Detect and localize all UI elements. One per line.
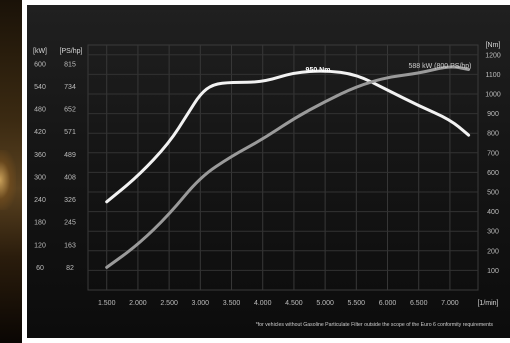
torque-series-label: 950 Nm bbox=[306, 67, 331, 74]
ps-tick-label: 652 bbox=[64, 107, 76, 114]
right-tick-label: 1200 bbox=[485, 52, 501, 59]
right-tick-label: 600 bbox=[487, 170, 499, 177]
x-tick-label: 3.500 bbox=[223, 300, 241, 307]
ps-tick-label: 82 bbox=[66, 265, 74, 272]
x-tick-label: 5.500 bbox=[348, 300, 366, 307]
x-tick-label: 7.000 bbox=[441, 300, 459, 307]
kw-tick-label: 240 bbox=[34, 197, 46, 204]
right-tick-label: 900 bbox=[487, 111, 499, 118]
chart-grid bbox=[87, 44, 479, 291]
kw-tick-label: 60 bbox=[36, 265, 44, 272]
kw-tick-label: 120 bbox=[34, 242, 46, 249]
kw-tick-label: 600 bbox=[34, 61, 46, 68]
chart-panel bbox=[27, 5, 510, 338]
series-line-torque bbox=[105, 69, 471, 204]
ps-axis-title: [PS/hp] bbox=[60, 48, 83, 55]
ps-tick-label: 571 bbox=[64, 129, 76, 136]
background-photo-highlight bbox=[0, 150, 16, 210]
chart-series bbox=[105, 65, 471, 269]
right-tick-label: 200 bbox=[487, 248, 499, 255]
kw-tick-label: 480 bbox=[34, 107, 46, 114]
right-tick-label: 700 bbox=[487, 150, 499, 157]
kw-tick-label: 360 bbox=[34, 152, 46, 159]
x-tick-label: 4.500 bbox=[285, 300, 303, 307]
ps-tick-label: 326 bbox=[64, 197, 76, 204]
x-tick-label: 3.000 bbox=[192, 300, 210, 307]
right-tick-label: 500 bbox=[487, 190, 499, 197]
right-axis-title: [Nm] bbox=[486, 42, 501, 49]
x-tick-label: 2.500 bbox=[160, 300, 178, 307]
right-tick-label: 1100 bbox=[485, 72, 500, 79]
kw-tick-label: 540 bbox=[34, 84, 46, 91]
x-axis-title: [1/min] bbox=[477, 300, 498, 307]
power-series-label: 588 kW (800 PS/hp) bbox=[408, 63, 471, 70]
ps-tick-label: 489 bbox=[64, 152, 76, 159]
x-tick-label: 2.000 bbox=[129, 300, 147, 307]
right-tick-label: 1000 bbox=[485, 92, 501, 99]
ps-tick-label: 815 bbox=[64, 61, 76, 68]
right-tick-label: 100 bbox=[487, 268, 499, 275]
x-tick-label: 4.000 bbox=[254, 300, 272, 307]
plot-border bbox=[87, 44, 479, 291]
right-tick-label: 400 bbox=[487, 209, 499, 216]
chart-axes: 1.500 2.000 2.500 3.000 3.500 4.000 4.500 5.000… bbox=[33, 42, 501, 307]
chart-footnote: *for vehicles without Gasoline Particula… bbox=[256, 322, 494, 328]
ps-tick-label: 245 bbox=[64, 220, 76, 227]
x-tick-label: 6.500 bbox=[410, 300, 428, 307]
chart-labels: 950 Nm 588 kW (800 PS/hp) *for vehicles wi… bbox=[256, 63, 494, 328]
kw-tick-label: 180 bbox=[34, 220, 46, 227]
x-tick-label: 5.000 bbox=[316, 300, 334, 307]
x-tick-label: 6.000 bbox=[379, 300, 397, 307]
ps-tick-label: 163 bbox=[64, 242, 76, 249]
x-tick-label: 1.500 bbox=[98, 300, 116, 307]
right-tick-label: 800 bbox=[487, 131, 499, 138]
kw-axis-title: [kW] bbox=[33, 48, 47, 55]
kw-tick-label: 300 bbox=[34, 174, 46, 181]
series-line-power bbox=[105, 65, 471, 269]
kw-tick-label: 420 bbox=[34, 129, 46, 136]
right-tick-label: 300 bbox=[487, 229, 499, 236]
ps-tick-label: 408 bbox=[64, 174, 76, 181]
ps-tick-label: 734 bbox=[64, 84, 76, 91]
